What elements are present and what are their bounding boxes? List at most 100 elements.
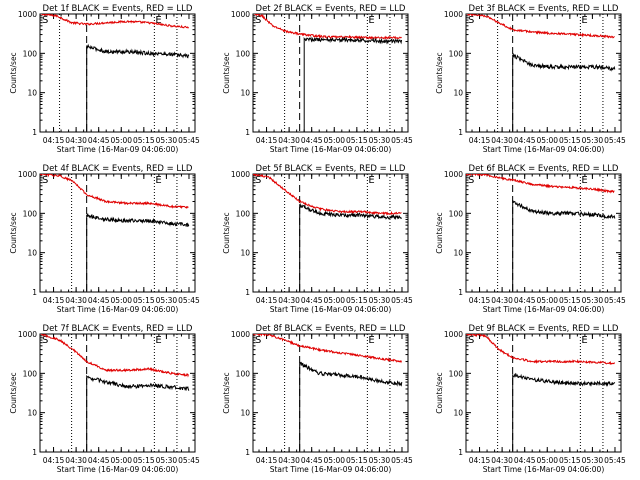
- y-tick-label: 1: [245, 448, 250, 457]
- x-tick-label: 05:15: [133, 456, 155, 465]
- plot-frame: [252, 173, 409, 293]
- x-tick-label: 05:45: [178, 136, 200, 145]
- panel-det-6: Det 6f BLACK = Events, RED = LLD 1 10 100 10…: [435, 164, 626, 314]
- y-tick-label: 100: [236, 369, 251, 378]
- x-tick-label: 05:30: [369, 136, 391, 145]
- y-tick-label: 1: [32, 448, 37, 457]
- x-tick-label: 04:30: [65, 296, 87, 305]
- x-tick-label: 05:00: [110, 456, 132, 465]
- end-marker: E: [581, 15, 587, 26]
- panel-det-2: Det 2f BLACK = Events, RED = LLD 1 10 100 10…: [222, 4, 413, 154]
- x-tick-label: 04:45: [301, 136, 323, 145]
- x-tick-label: 04:30: [278, 296, 300, 305]
- x-tick-label: 05:00: [536, 296, 558, 305]
- y-axis-label: Counts/sec: [9, 52, 18, 93]
- plot-frame: [39, 173, 196, 293]
- x-tick-label: 05:45: [604, 456, 626, 465]
- x-axis-label: Start Time (16-Mar-09 04:06:00): [57, 145, 179, 154]
- events-series-line: [299, 203, 402, 292]
- x-tick-label: 05:00: [110, 296, 132, 305]
- end-marker: E: [368, 335, 374, 346]
- x-tick-label: 05:30: [156, 136, 178, 145]
- y-tick-label: 10: [27, 409, 37, 418]
- x-tick-label: 04:45: [301, 296, 323, 305]
- start-marker: S: [468, 15, 474, 26]
- start-marker: S: [468, 335, 474, 346]
- y-tick-label: 100: [236, 49, 251, 58]
- y-tick-label: 100: [23, 49, 38, 58]
- x-tick-label: 04:30: [491, 136, 513, 145]
- x-tick-label: 04:30: [65, 136, 87, 145]
- panel-title: Det 3f BLACK = Events, RED = LLD: [469, 4, 619, 14]
- panel-title: Det 7f BLACK = Events, RED = LLD: [43, 324, 193, 334]
- plot-frame: [465, 13, 622, 133]
- y-tick-label: 1: [245, 128, 250, 137]
- y-axis-label: Counts/sec: [435, 52, 444, 93]
- x-tick-label: 04:30: [65, 456, 87, 465]
- panel-title: Det 6f BLACK = Events, RED = LLD: [469, 164, 619, 174]
- x-tick-label: 05:45: [391, 136, 413, 145]
- y-tick-label: 100: [449, 49, 464, 58]
- lld-series-line: [466, 14, 615, 39]
- y-tick-label: 10: [27, 249, 37, 258]
- x-axis-label: Start Time (16-Mar-09 04:06:00): [483, 465, 605, 474]
- plot-frame: [252, 333, 409, 453]
- x-tick-label: 04:45: [301, 456, 323, 465]
- panel-det-1: Det 1f BLACK = Events, RED = LLD 1 10 100 10…: [9, 4, 200, 154]
- y-tick-label: 10: [453, 409, 463, 418]
- x-tick-label: 04:15: [469, 296, 491, 305]
- x-tick-label: 05:00: [536, 136, 558, 145]
- x-tick-label: 05:15: [133, 296, 155, 305]
- events-series-line: [512, 52, 616, 132]
- y-tick-label: 1: [458, 128, 463, 137]
- start-marker: S: [42, 175, 48, 186]
- y-tick-label: 10: [453, 89, 463, 98]
- x-tick-label: 05:30: [156, 296, 178, 305]
- panel-det-3: Det 3f BLACK = Events, RED = LLD 1 10 100 10…: [435, 4, 626, 154]
- y-tick-label: 1000: [231, 10, 250, 19]
- x-tick-label: 05:45: [391, 296, 413, 305]
- panel-det-4: Det 4f BLACK = Events, RED = LLD 1 10 100 10…: [9, 164, 200, 314]
- lld-series-line: [40, 174, 189, 209]
- y-tick-label: 10: [240, 89, 250, 98]
- x-axis-label: Start Time (16-Mar-09 04:06:00): [57, 465, 179, 474]
- events-series-line: [303, 36, 403, 132]
- x-tick-label: 05:15: [559, 136, 581, 145]
- x-tick-label: 05:30: [582, 296, 604, 305]
- y-tick-label: 1000: [444, 170, 463, 179]
- end-marker: E: [155, 175, 161, 186]
- y-tick-label: 10: [240, 249, 250, 258]
- y-tick-label: 1000: [231, 330, 250, 339]
- start-marker: S: [468, 175, 474, 186]
- x-tick-label: 05:30: [582, 456, 604, 465]
- y-tick-label: 1: [458, 448, 463, 457]
- x-tick-label: 04:15: [256, 136, 278, 145]
- x-axis-label: Start Time (16-Mar-09 04:06:00): [483, 305, 605, 314]
- y-axis-label: Counts/sec: [435, 212, 444, 253]
- panel-det-9: Det 9f BLACK = Events, RED = LLD 1 10 100 10…: [435, 324, 626, 474]
- start-marker: S: [255, 15, 261, 26]
- x-axis-label: Start Time (16-Mar-09 04:06:00): [270, 305, 392, 314]
- plot-frame: [465, 173, 622, 293]
- x-tick-label: 05:15: [559, 296, 581, 305]
- end-marker: E: [368, 15, 374, 26]
- panel-title: Det 2f BLACK = Events, RED = LLD: [256, 4, 406, 14]
- x-tick-label: 05:45: [178, 296, 200, 305]
- x-tick-label: 04:15: [43, 136, 65, 145]
- y-tick-label: 100: [449, 209, 464, 218]
- lld-series-line: [466, 334, 615, 365]
- x-tick-label: 04:45: [88, 296, 110, 305]
- panel-det-8: Det 8f BLACK = Events, RED = LLD 1 10 100 10…: [222, 324, 413, 474]
- y-tick-label: 1000: [18, 170, 37, 179]
- x-tick-label: 04:45: [514, 456, 536, 465]
- y-axis-label: Counts/sec: [9, 212, 18, 253]
- panel-title: Det 4f BLACK = Events, RED = LLD: [43, 164, 193, 174]
- start-marker: S: [255, 175, 261, 186]
- y-tick-label: 1000: [18, 10, 37, 19]
- panel-det-5: Det 5f BLACK = Events, RED = LLD 1 10 100 10…: [222, 164, 413, 314]
- lld-series-line: [253, 334, 402, 364]
- y-axis-label: Counts/sec: [9, 372, 18, 413]
- y-tick-label: 1: [458, 288, 463, 297]
- plot-frame: [39, 13, 196, 133]
